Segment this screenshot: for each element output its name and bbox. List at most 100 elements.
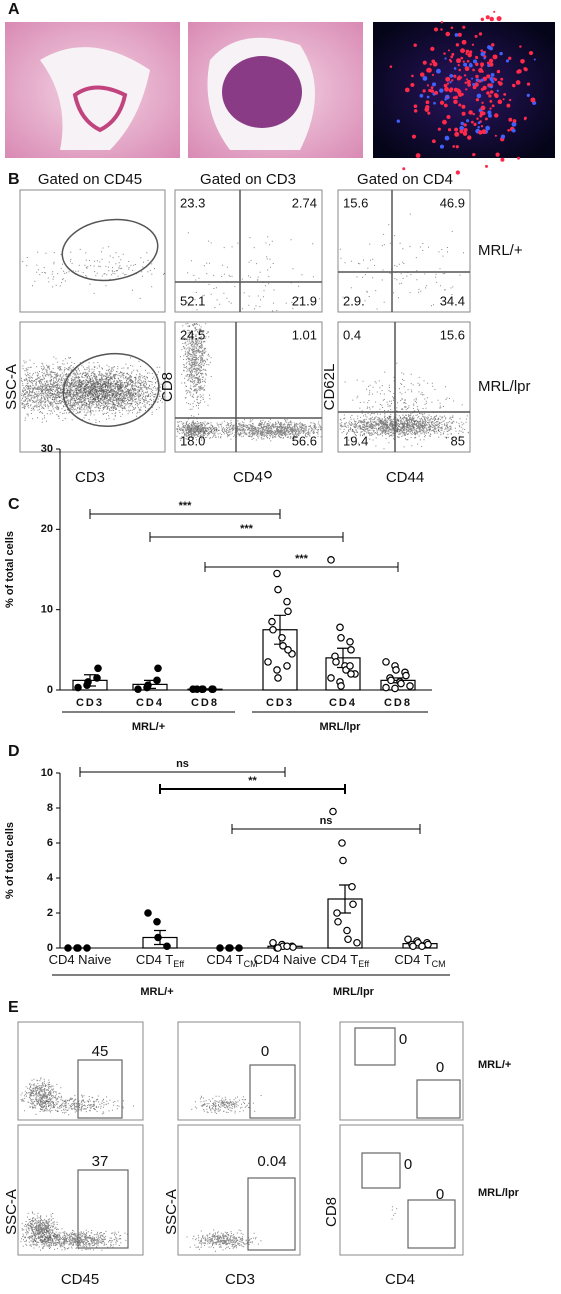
category-subscript: Eff	[173, 959, 184, 969]
category-text: CD8	[191, 697, 219, 709]
stain-dot	[430, 89, 435, 93]
stain-dot	[463, 127, 468, 133]
data-point	[346, 637, 354, 646]
stain-dot	[477, 121, 481, 125]
x-axis-label: CD3	[225, 1271, 255, 1288]
stain-dot	[443, 83, 448, 88]
x-tick-label: CD4 TCM	[206, 952, 257, 969]
stain-dot	[446, 115, 451, 120]
group-label: MRL/lpr	[333, 986, 375, 998]
stain-dot	[446, 96, 449, 99]
stain-dot	[511, 121, 517, 127]
stain-dot	[427, 111, 431, 115]
stain-dot	[402, 167, 406, 171]
gate-value: 37	[92, 1153, 109, 1170]
stain-dot	[475, 56, 479, 59]
stain-dot	[483, 57, 486, 60]
significance-bracket	[149, 532, 344, 542]
stain-dot	[439, 144, 444, 149]
stain-dot	[404, 87, 410, 93]
events	[29, 1094, 134, 1116]
stain-dot	[452, 145, 456, 148]
data-point	[209, 685, 217, 693]
stain-dot	[480, 51, 486, 57]
stain-dot	[520, 58, 525, 64]
stain-dot	[497, 69, 500, 72]
stain-dot	[512, 119, 517, 123]
stain-dot	[488, 113, 492, 118]
y-tick-label: 0	[47, 942, 53, 954]
group-label: MRL/+	[140, 986, 173, 998]
stain-dot	[463, 123, 467, 127]
panel-label: C	[8, 496, 20, 513]
panel-label: D	[8, 743, 20, 760]
stain-dot	[426, 84, 430, 87]
category-subscript: CM	[432, 959, 446, 969]
data-point	[339, 856, 347, 865]
stain-dot	[474, 34, 478, 38]
stain-dot	[508, 56, 512, 60]
panel-label: E	[8, 999, 19, 1016]
stain-dot	[507, 129, 510, 132]
stain-dot	[430, 86, 434, 90]
data-point	[64, 944, 72, 952]
panel-label: A	[8, 1, 20, 18]
quadrant-value: 18.0	[180, 433, 205, 448]
stain	[389, 10, 537, 175]
events	[20, 1077, 65, 1115]
stain-dot	[482, 85, 487, 91]
stain-dot	[460, 92, 464, 96]
stain-dot	[491, 104, 495, 108]
stain-dot	[449, 81, 452, 84]
plot-frame	[339, 1124, 464, 1256]
events	[179, 322, 212, 428]
gate	[416, 1079, 461, 1119]
quadrant-value: 15.6	[440, 327, 465, 342]
quadrant-value: 23.3	[180, 195, 205, 210]
stain-dot	[506, 103, 511, 108]
stain-dot	[480, 17, 485, 22]
stain-dot	[460, 56, 464, 60]
stain-dot	[494, 134, 497, 137]
significance-bracket	[204, 562, 399, 572]
stain-dot	[444, 57, 447, 60]
stain-dot	[437, 127, 441, 131]
y-axis-label: SSC-A	[163, 1189, 180, 1235]
data-point	[283, 597, 291, 606]
category-text: CD4	[329, 697, 357, 709]
x-tick-label: CD4	[329, 697, 357, 709]
data-point	[347, 670, 355, 678]
data-point	[334, 917, 342, 926]
stain-dot	[461, 111, 466, 116]
stain-dot	[467, 52, 472, 58]
stain-dot	[465, 52, 468, 55]
y-tick-label: 2	[47, 907, 53, 919]
x-tick-label: CD8	[384, 697, 412, 709]
data-point	[163, 942, 171, 951]
data-point	[83, 944, 91, 952]
stain-dot	[500, 77, 504, 81]
data-point	[344, 935, 352, 944]
stain-dot	[454, 127, 459, 132]
data-point	[332, 658, 340, 666]
stain-dot	[462, 60, 465, 63]
stain-dot	[484, 117, 488, 121]
data-point	[333, 909, 341, 917]
quadrant-value: 15.6	[343, 195, 368, 210]
stain-dot	[455, 170, 461, 175]
stain-dot	[526, 93, 530, 97]
stain-dot	[496, 16, 502, 22]
stain-dot	[489, 99, 493, 103]
y-axis-label: SSC-A	[3, 1189, 20, 1235]
gate-value: 0	[404, 1156, 412, 1173]
stain-dot	[454, 33, 459, 37]
x-tick-label: CD3	[76, 697, 104, 709]
significance-label: ***	[295, 553, 309, 565]
row-label: MRL/+	[478, 242, 523, 259]
significance-label: ns	[320, 815, 333, 827]
quadrant-value: 52.1	[180, 293, 205, 308]
data-point	[391, 684, 399, 693]
stain-dot	[431, 59, 436, 64]
data-point	[387, 676, 395, 685]
stain-dot	[457, 63, 460, 67]
